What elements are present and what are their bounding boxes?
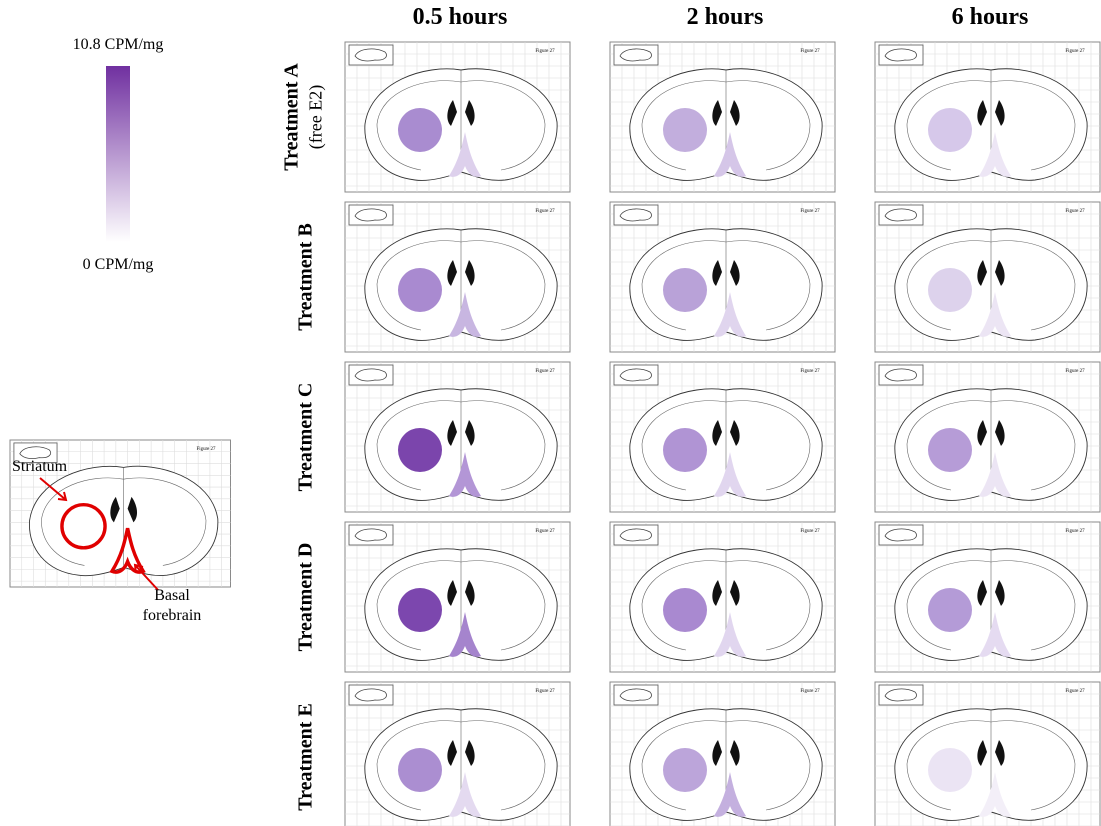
- atlas-panel: Figure 27: [345, 522, 570, 672]
- atlas-panel: Figure 27: [875, 42, 1100, 192]
- atlas-panel: Figure 27: [345, 362, 570, 512]
- striatum-label: Striatum: [12, 458, 67, 476]
- row-label: Treatment B: [295, 223, 318, 331]
- forebrain-label: Basal forebrain: [132, 586, 212, 626]
- row-sublabel: (free E2): [306, 85, 327, 149]
- atlas-label: Figure 27: [800, 209, 820, 214]
- striatum: [663, 588, 707, 632]
- atlas-label: Figure 27: [535, 49, 555, 54]
- atlas-label: Figure 27: [800, 689, 820, 694]
- atlas-panel: Figure 27: [610, 42, 835, 192]
- atlas-label: Figure 27: [535, 689, 555, 694]
- atlas-label: Figure 27: [1065, 49, 1085, 54]
- column-header: 2 hours: [687, 4, 764, 31]
- color-scale-bar: [106, 66, 130, 242]
- row-label: Treatment E: [295, 703, 318, 811]
- atlas-label: Figure 27: [535, 369, 555, 374]
- striatum: [928, 108, 972, 152]
- atlas-panel: Figure 27: [610, 682, 835, 826]
- atlas-label: Figure 27: [800, 49, 820, 54]
- row-label: Treatment C: [295, 383, 318, 492]
- striatum: [398, 748, 442, 792]
- atlas-label: Figure 27: [535, 209, 555, 214]
- row-label: Treatment A: [281, 63, 304, 171]
- scale-max: 10.8 CPM/mg: [73, 36, 164, 54]
- canvas: Figure 27 Figure 27 Figure 27 Figure 27 Figu…: [0, 0, 1101, 826]
- striatum: [928, 428, 972, 472]
- striatum: [928, 748, 972, 792]
- atlas-label: Figure 27: [1065, 369, 1085, 374]
- column-header: 6 hours: [952, 4, 1029, 31]
- atlas-panel: Figure 27: [345, 202, 570, 352]
- atlas-panel: Figure 27: [610, 362, 835, 512]
- striatum: [398, 428, 442, 472]
- figure: Figure 27 Figure 27 Figure 27 Figure 27 Figu…: [0, 0, 1101, 826]
- striatum: [398, 108, 442, 152]
- atlas-panel: Figure 27: [875, 362, 1100, 512]
- striatum: [928, 268, 972, 312]
- atlas-label: Figure 27: [1065, 689, 1085, 694]
- scale-min: 0 CPM/mg: [83, 256, 154, 274]
- striatum: [398, 268, 442, 312]
- atlas-panel: Figure 27: [610, 522, 835, 672]
- column-header: 0.5 hours: [413, 4, 508, 31]
- atlas-label: Figure 27: [535, 529, 555, 534]
- atlas-label: Figure 27: [1065, 209, 1085, 214]
- row-label: Treatment D: [295, 543, 318, 652]
- atlas-label: Figure 27: [197, 447, 216, 452]
- atlas-panel: Figure 27: [345, 682, 570, 826]
- atlas-panel: Figure 27: [610, 202, 835, 352]
- atlas-panel: Figure 27: [875, 682, 1100, 826]
- striatum: [663, 268, 707, 312]
- striatum: [663, 428, 707, 472]
- atlas-label: Figure 27: [1065, 529, 1085, 534]
- striatum: [398, 588, 442, 632]
- atlas-label: Figure 27: [800, 529, 820, 534]
- striatum: [663, 108, 707, 152]
- atlas-panel: Figure 27: [875, 522, 1100, 672]
- atlas-panel: Figure 27: [345, 42, 570, 192]
- striatum: [663, 748, 707, 792]
- striatum: [928, 588, 972, 632]
- atlas-panel: Figure 27: [875, 202, 1100, 352]
- atlas-label: Figure 27: [800, 369, 820, 374]
